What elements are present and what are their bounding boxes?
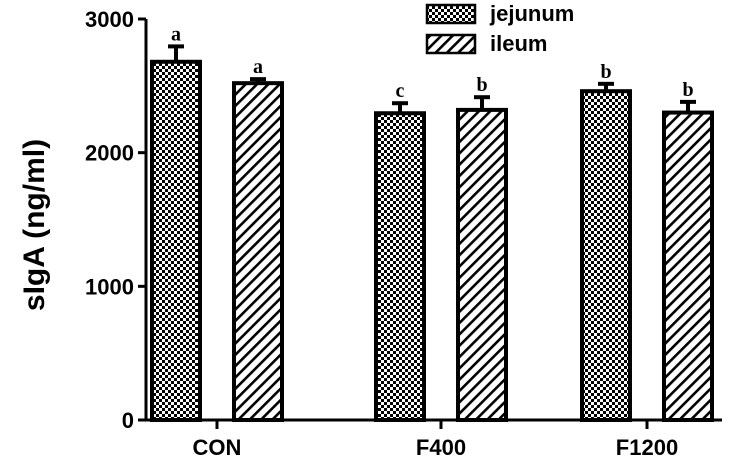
y-tick-label: 1000: [85, 274, 134, 299]
significance-label: b: [600, 61, 611, 83]
x-tick-label: CON: [193, 435, 242, 460]
legend: jejunum ileum: [425, 1, 574, 56]
bar: [580, 89, 632, 423]
y-axis-ticks: 0 1000 2000 3000: [85, 7, 146, 433]
bars: a a c b b b: [150, 23, 714, 423]
x-tick-label: F1200: [616, 435, 678, 460]
x-axis-ticks: CON F400 F1200: [193, 420, 678, 460]
legend-label: ileum: [490, 31, 547, 56]
bar: [662, 110, 714, 422]
significance-label: b: [476, 74, 487, 96]
bar: [232, 81, 284, 422]
x-tick-label: F400: [416, 435, 466, 460]
significance-label: b: [682, 79, 693, 101]
legend-swatch: [425, 3, 477, 25]
y-tick-label: 2000: [85, 141, 134, 166]
bar: [374, 111, 426, 423]
y-axis-label: sIgA (ng/ml): [18, 139, 51, 311]
y-tick-label: 0: [122, 408, 134, 433]
significance-label: c: [396, 80, 405, 102]
significance-label: a: [171, 23, 181, 45]
y-tick-label: 3000: [85, 7, 134, 32]
legend-swatch: [425, 33, 477, 55]
bar: [150, 59, 202, 422]
legend-label: jejunum: [489, 1, 574, 26]
significance-label: a: [253, 56, 263, 78]
bar: [456, 107, 508, 422]
